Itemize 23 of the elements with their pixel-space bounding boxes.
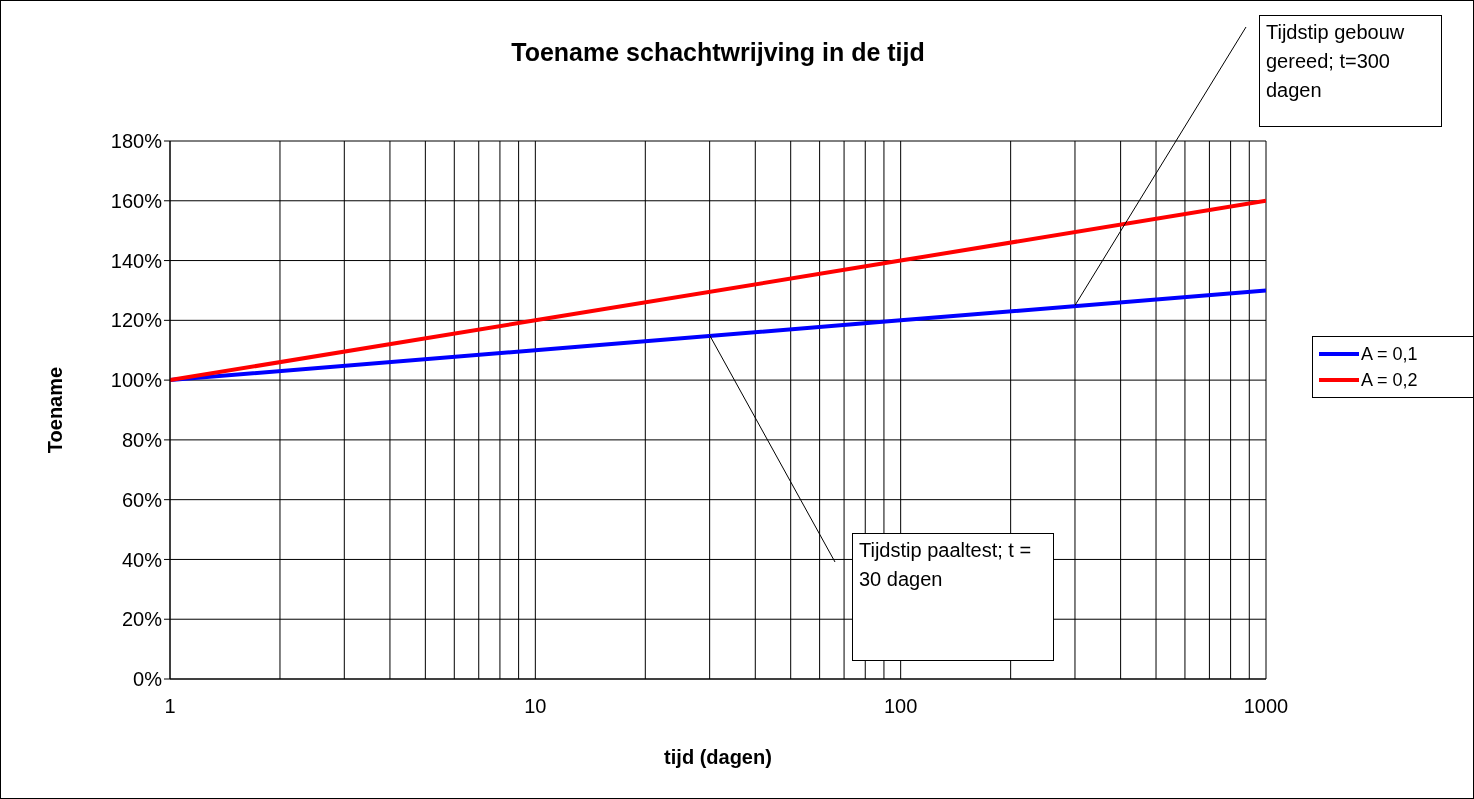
x-tick-label: 100 (883, 695, 918, 718)
y-axis-title: Toename (43, 366, 67, 454)
y-tick-label: 80% (121, 428, 163, 451)
annotation: Tijdstip gebouw gereed; t=300 dagen (1266, 20, 1406, 103)
y-tick-label: 0% (133, 668, 163, 691)
annotation: Tijdstip paaltest; t = 30 dagen (859, 538, 1033, 592)
x-tick-label: 10 (524, 695, 547, 718)
x-tick-label: 1 (164, 695, 176, 718)
callout-box: Tijdstip paaltest; t = 30 dagen (852, 533, 1054, 661)
callout-box: Tijdstip gebouw gereed; t=300 dagen (1259, 15, 1442, 127)
y-tick-label: 140% (110, 249, 163, 272)
legend-label: A = 0,1 (1361, 343, 1418, 366)
y-tick-label: 20% (121, 608, 163, 631)
y-tick-label: 100% (110, 369, 163, 392)
x-tick-label: 1000 (1243, 695, 1289, 718)
legend-label: A = 0,2 (1361, 369, 1418, 392)
y-tick-label: 40% (121, 548, 163, 571)
chart-title: Toename schachtwrijving in de tijd (511, 38, 925, 66)
x-axis-title: tijd (dagen) (663, 746, 773, 769)
y-tick-label: 160% (110, 189, 163, 212)
y-tick-label: 180% (110, 130, 163, 153)
y-tick-label: 120% (110, 309, 163, 332)
y-tick-label: 60% (121, 488, 163, 511)
